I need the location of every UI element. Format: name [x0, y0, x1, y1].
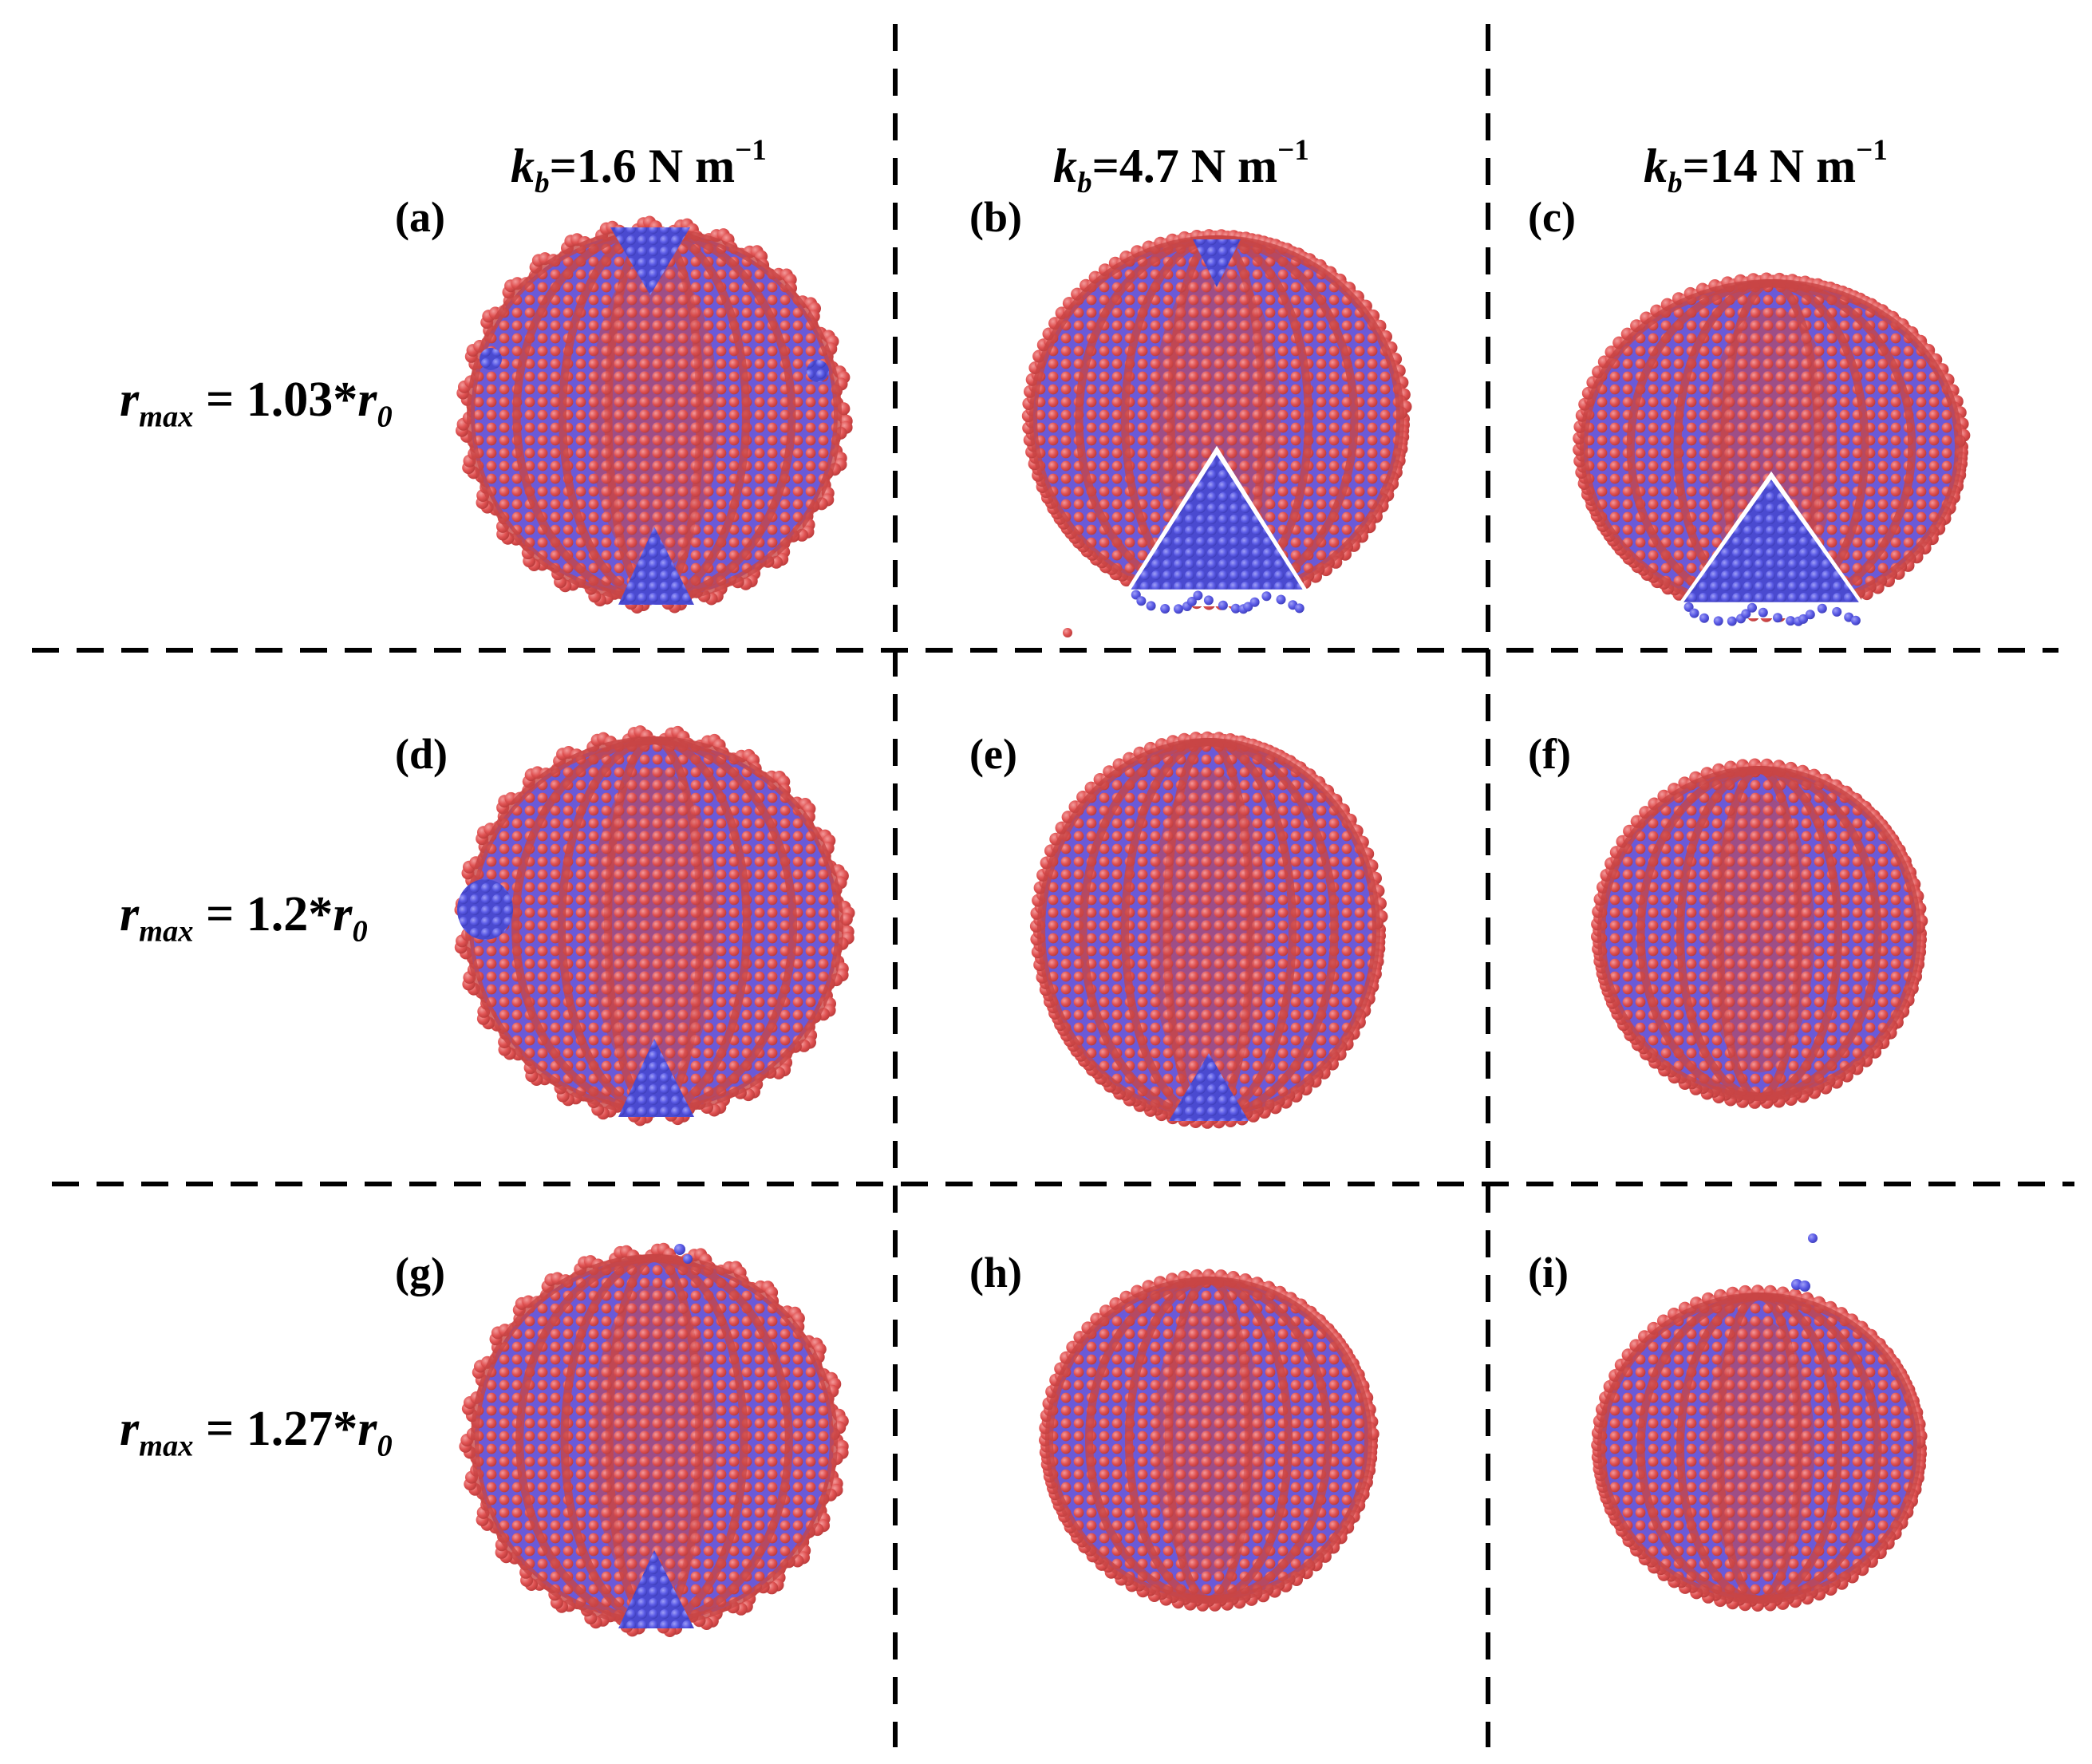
panel-label-i: (i) — [1528, 1249, 1569, 1296]
panel-label-c: (c) — [1528, 193, 1576, 241]
shell-h — [1039, 1269, 1380, 1612]
panel-label-g: (g) — [395, 1249, 445, 1296]
column-header-1: kb=1.6 N m−1 — [511, 134, 767, 199]
shell-i — [1591, 1285, 1928, 1612]
shell-c — [1573, 272, 1971, 626]
shell-b — [1021, 229, 1412, 614]
stray-bead — [674, 1244, 685, 1255]
shell-panels — [454, 215, 1971, 1637]
panel-label-a: (a) — [395, 193, 445, 241]
panel-label-b: (b) — [969, 193, 1022, 241]
panel-label-d: (d) — [395, 730, 448, 778]
grid-dividers — [32, 24, 2074, 1747]
stray-bead — [1808, 1233, 1818, 1243]
stray-bead — [1063, 628, 1072, 637]
row-header-1: rmax = 1.03*r0 — [120, 373, 393, 434]
panel-label-h: (h) — [969, 1249, 1022, 1296]
shell-f — [1591, 758, 1928, 1109]
shell-e — [1029, 731, 1388, 1129]
stray-bead — [1799, 1281, 1810, 1292]
shell-g — [459, 1242, 849, 1637]
stray-bead — [683, 1254, 693, 1264]
column-header-2: kb=4.7 N m−1 — [1053, 134, 1309, 199]
panel-label-f: (f) — [1528, 730, 1571, 778]
panel-label-e: (e) — [969, 730, 1017, 778]
row-header-2: rmax = 1.2*r0 — [120, 887, 368, 949]
shell-a — [456, 215, 853, 614]
column-header-3: kb=14 N m−1 — [1644, 134, 1888, 199]
shell-d — [454, 725, 855, 1127]
row-header-3: rmax = 1.27*r0 — [120, 1402, 393, 1463]
